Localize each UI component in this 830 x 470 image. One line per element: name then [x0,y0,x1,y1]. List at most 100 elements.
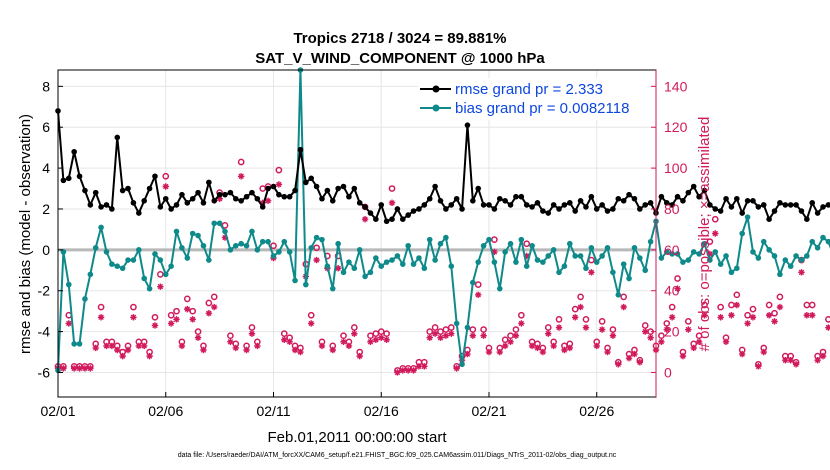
bias-point [814,245,821,251]
obs-assimilated-glyph [566,344,574,352]
rmse-point [394,206,401,212]
obs-assimilated-point [685,326,692,333]
obs-assimilated-glyph [60,365,67,372]
bias-point [92,245,99,251]
obs-assimilated-point [588,269,595,276]
rmse-point [793,202,799,208]
obs-assimilated-glyph [421,363,428,370]
obs-possible-point [270,242,277,250]
obs-assimilated-point [819,352,827,360]
obs-assimilated-glyph [475,291,482,299]
bias-point [362,273,368,280]
obs-assimilated-point [690,344,697,352]
bias-point [146,285,153,292]
obs-possible-point [658,332,665,340]
bias-point [599,253,605,259]
obs-assimilated-point [437,334,444,341]
obs-possible-point [663,320,671,327]
obs-assimilated-glyph [744,320,751,327]
bias-point [787,263,794,270]
rmse-point [168,206,174,212]
obs-assimilated-glyph [173,316,180,323]
obs-assimilated-glyph [545,330,552,337]
obs-assimilated-point [162,183,169,190]
obs-assimilated-point [469,332,477,339]
obs-assimilated-glyph [248,330,256,337]
rmse-point [195,189,201,196]
rmse-point [809,200,816,206]
bias-point [109,261,115,267]
rmse-point [717,208,724,214]
bias-point [216,220,223,227]
rmse-point [162,195,169,202]
rmse-point [313,183,320,190]
bias-point [728,269,735,276]
obs-assimilated-glyph [81,365,89,372]
obs-assimilated-point [399,367,406,374]
rmse-point [496,195,503,202]
obs-possible-point [571,305,579,313]
obs-possible-point [776,293,784,301]
obs-assimilated-point [782,357,789,364]
bias-point [604,245,611,251]
right-tick-label: 40 [664,283,680,299]
obs-assimilated-glyph [318,342,326,350]
bias-point [168,263,174,270]
obs-assimilated-point [189,316,196,323]
bias-point [410,261,417,267]
rmse-point [265,185,271,192]
bias-point [717,261,724,267]
rmse-point [701,187,708,194]
obs-assimilated-point [308,320,315,327]
obs-assimilated-point [76,365,83,372]
x-axis: 02/01 02/06 02/11 02/16 02/21 02/26 [40,392,614,419]
rmse-point [437,198,444,204]
obs-assimilated-point [378,334,385,341]
bias-point [610,269,616,276]
obs-assimilated-glyph [448,330,455,337]
rmse-point [707,202,713,208]
bias-point [82,296,88,302]
obs-assimilated-point [507,338,514,346]
obs-assimilated-point [194,334,202,341]
obs-possible-point [372,330,380,337]
bias-point [556,269,562,276]
obs-assimilated-glyph [561,346,568,354]
obs-possible-point [221,221,229,229]
rmse-point [712,206,719,212]
obs-assimilated-point [523,252,530,260]
rmse-point [486,202,492,208]
obs-assimilated-point [733,301,741,309]
obs-assimilated-glyph [124,346,132,354]
obs-assimilated-point [254,342,261,350]
obs-assimilated-glyph [205,310,213,317]
rmse-point [426,195,433,202]
obs-possible-point [367,332,374,340]
obs-possible-point [733,291,741,299]
obs-assimilated-point [550,342,557,350]
bias-point [593,259,600,265]
rmse-point [254,195,261,202]
obs-assimilated-glyph [453,365,460,372]
rmse-point [82,187,88,194]
obs-assimilated-glyph [114,346,121,354]
obs-assimilated-glyph [550,342,557,350]
bias-point [766,247,772,253]
obs-possible-point [609,326,617,333]
obs-assimilated-point [60,365,67,372]
bias-point [798,257,805,263]
rmse-point [459,206,465,212]
obs-assimilated-point [200,346,207,354]
obs-assimilated-glyph [588,269,595,276]
rmse-point [567,200,573,206]
obs-assimilated-glyph [787,357,794,364]
legend-bias-label: bias grand pr = 0.0082118 [455,100,629,117]
obs-assimilated-glyph [237,173,245,180]
obs-assimilated-glyph [119,352,126,360]
obs-assimilated-point [534,344,541,352]
right-axis-label: # of obs: o=possible; ×=assimilated [696,117,713,352]
obs-assimilated-point [776,303,784,311]
left-tick-label: -6 [38,364,51,380]
bias-point [227,247,234,253]
obs-possible-point [469,326,477,333]
